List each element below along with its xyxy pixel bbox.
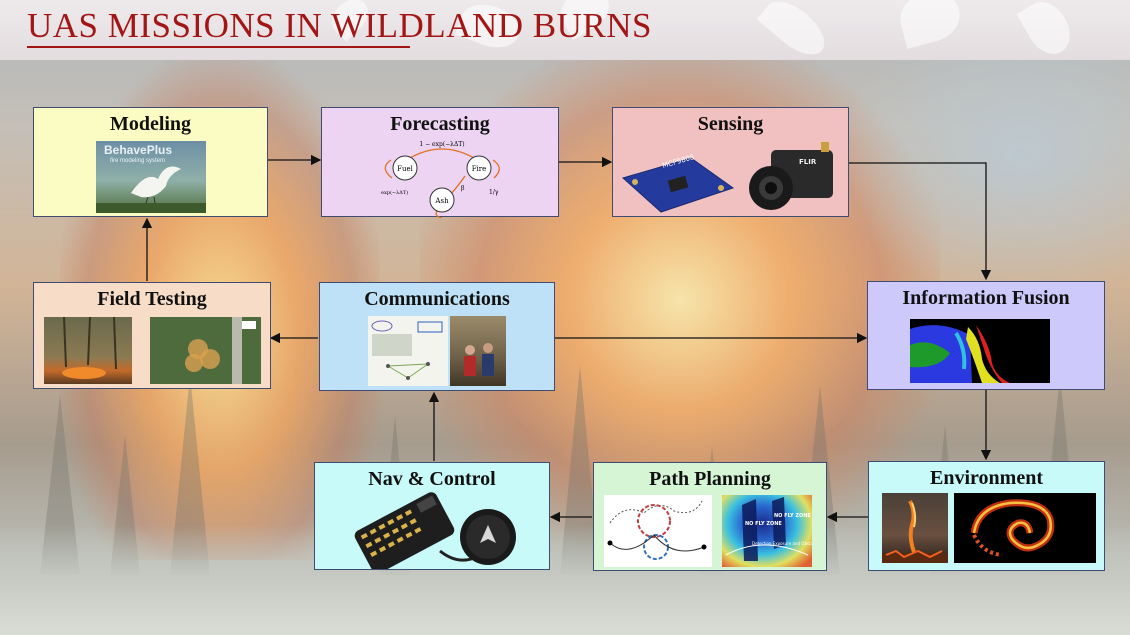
fuel-fire-ash-state-diagram: Fuel Fire Ash 1 − exp(−λΔT) exp(−λΔT) β …: [381, 141, 500, 218]
burn-photo-details: [62, 317, 117, 379]
environment-title: Environment: [930, 467, 1043, 489]
field-testing-node: Field Testing: [33, 282, 271, 389]
modeling-node: Modeling BehavePlus fire modeling system: [33, 107, 268, 217]
communications-title: Communications: [364, 288, 510, 310]
egret-illustration: [96, 166, 206, 213]
team-figures: [464, 343, 494, 376]
communications-node: Communications: [319, 282, 555, 391]
camera-label: FLIR: [799, 158, 817, 166]
flight-controller-board: [354, 492, 455, 569]
edge-sensing-information-fusion: [849, 162, 992, 281]
heatmap-graphic: [910, 325, 1010, 383]
state-fuel-label: Fuel: [397, 165, 414, 173]
rate-left-label: exp(−λΔT): [381, 189, 408, 196]
title-banner: [0, 0, 1130, 65]
rate-right-label: 1/γ: [489, 189, 499, 196]
forecasting-title: Forecasting: [390, 113, 490, 135]
nav-control-node: Nav & Control: [314, 462, 550, 570]
sensing-node: Sensing MCP9808 FLIR: [612, 107, 849, 217]
network-topology: [371, 320, 443, 380]
modeling-title: Modeling: [109, 113, 192, 135]
thermal-camera: FLIR: [749, 142, 833, 210]
sensing-title: Sensing: [697, 113, 764, 135]
state-fire-label: Fire: [472, 165, 487, 173]
information-fusion-title: Information Fusion: [902, 287, 1070, 309]
gps-puck: [439, 509, 516, 565]
autopilot-hardware-image: [354, 492, 516, 569]
exposure-field-image: NO FLY ZONE NO FLY ZONE Detection Exposu…: [722, 495, 812, 567]
path-planning-node: Path Planning NO FLY ZONE NO FLY ZONE De…: [593, 462, 827, 571]
fused-heatmap-image: [910, 319, 1050, 383]
network-diagram-image: [368, 316, 448, 386]
forecasting-node: Forecasting Fuel Fire Ash 1 − exp(−λΔT) …: [321, 107, 559, 218]
information-fusion-node: Information Fusion: [867, 281, 1105, 390]
fire-whirl-photo: [882, 493, 948, 563]
no-fly-zone-2-label: NO FLY ZONE: [774, 513, 811, 519]
nav-control-title: Nav & Control: [368, 468, 496, 490]
rate-top-label: 1 − exp(−λΔT): [419, 141, 464, 148]
aerial-map-photo: [150, 317, 261, 384]
title-underline: [27, 46, 410, 48]
fire-front-thermal-image: [954, 493, 1096, 563]
temperature-sensor-board: MCP9808: [621, 153, 735, 213]
controlled-burn-photo: [44, 317, 132, 384]
field-team-photo: [450, 316, 506, 386]
route-planning-diagram: [604, 495, 712, 567]
rate-mid-label: β: [461, 185, 465, 192]
sensing-hardware-image: MCP9808 FLIR: [621, 142, 833, 213]
fire-whirl-graphic: [882, 500, 948, 563]
behaveplus-name: BehavePlus: [104, 143, 173, 157]
field-testing-title: Field Testing: [97, 288, 207, 310]
smoke-cloud: [830, 60, 1130, 300]
state-ash-label: Ash: [434, 197, 449, 205]
path-planning-title: Path Planning: [649, 468, 771, 490]
environment-node: Environment: [868, 461, 1105, 571]
exposure-caption: Detection Exposure and Obstacle Loading: [752, 541, 812, 546]
no-fly-zone-1-label: NO FLY ZONE: [745, 521, 782, 527]
fire-front-graphic: [970, 499, 1055, 557]
no-fly-zone-overlay: NO FLY ZONE NO FLY ZONE Detection Exposu…: [725, 497, 812, 561]
behaveplus-subtitle: fire modeling system: [110, 158, 166, 164]
aerial-map-details: [185, 317, 256, 384]
slide-title: UAS MISSIONS IN WILDLAND BURNS: [27, 6, 652, 45]
behaveplus-image: BehavePlus fire modeling system: [96, 141, 206, 213]
